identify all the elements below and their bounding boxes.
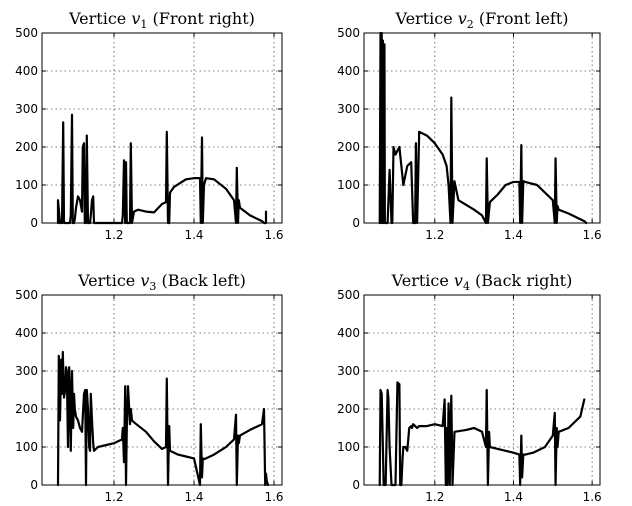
axes-frame — [363, 32, 601, 224]
chart-panel-2: 1.2 1.4 1.6 0 100 200 300 400 500 Vertice v2 (Fro… — [337, 9, 602, 242]
series-line — [56, 350, 270, 487]
x-tick-label: 1.4 — [504, 490, 523, 504]
y-tick-label: 100 — [337, 440, 360, 454]
y-tick-label: 200 — [337, 402, 360, 416]
series-line — [56, 113, 268, 225]
title-suffix: (Front left) — [474, 9, 569, 28]
chart-panel-3: 1.2 1.4 1.6 0 100 200 300 400 500 Vertice v3 (Bac… — [15, 271, 283, 504]
y-tick-label: 100 — [337, 178, 360, 192]
y-tick-label: 300 — [15, 102, 38, 116]
y-tick-label: 200 — [337, 140, 360, 154]
x-tick-label: 1.4 — [504, 228, 523, 242]
y-tick-label: 300 — [15, 364, 38, 378]
title-variable: v — [131, 9, 140, 28]
x-tick-label: 1.2 — [104, 490, 123, 504]
y-tick-label: 500 — [15, 26, 38, 40]
y-tick-label: 200 — [15, 402, 38, 416]
x-tick-label: 1.6 — [264, 228, 283, 242]
title-prefix: Vertice — [68, 9, 131, 28]
y-tick-label: 500 — [15, 288, 38, 302]
x-tick-label: 1.6 — [583, 490, 602, 504]
title-prefix: Vertice — [394, 9, 457, 28]
panel-title: Vertice v1 (Front right) — [68, 9, 255, 31]
chart-panel-1: 1.2 1.4 1.6 0 100 200 300 400 500 Vertice v1 (Fro… — [15, 9, 283, 242]
title-subscript: 4 — [463, 280, 470, 293]
title-prefix: Vertice — [77, 271, 140, 290]
panel-title: Vertice v3 (Back left) — [77, 271, 246, 293]
y-tick-label: 0 — [352, 478, 360, 492]
title-subscript: 1 — [140, 18, 147, 31]
y-tick-label: 400 — [337, 64, 360, 78]
y-tick-label: 400 — [15, 64, 38, 78]
axes-frame — [41, 32, 283, 224]
title-variable: v — [454, 271, 463, 290]
x-tick-label: 1.4 — [184, 228, 203, 242]
title-suffix: (Back right) — [470, 271, 572, 290]
x-tick-label: 1.6 — [264, 490, 283, 504]
series-line — [378, 381, 586, 487]
title-variable: v — [458, 9, 467, 28]
y-tick-label: 500 — [337, 26, 360, 40]
y-tick-label: 100 — [15, 178, 38, 192]
panel-title: Vertice v4 (Back right) — [391, 271, 573, 293]
y-tick-label: 300 — [337, 364, 360, 378]
chart-panel-4: 1.2 1.4 1.6 0 100 200 300 400 500 Vertice v4 (Bac… — [337, 271, 602, 504]
x-tick-label: 1.2 — [425, 490, 444, 504]
y-tick-label: 0 — [30, 478, 38, 492]
y-tick-label: 400 — [15, 326, 38, 340]
y-tick-label: 300 — [337, 102, 360, 116]
y-tick-label: 100 — [15, 440, 38, 454]
title-prefix: Vertice — [391, 271, 454, 290]
y-tick-label: 200 — [15, 140, 38, 154]
title-subscript: 3 — [149, 280, 156, 293]
x-tick-label: 1.2 — [104, 228, 123, 242]
y-tick-label: 0 — [30, 216, 38, 230]
y-tick-label: 0 — [352, 216, 360, 230]
title-variable: v — [140, 271, 149, 290]
x-tick-label: 1.6 — [583, 228, 602, 242]
title-suffix: (Back left) — [156, 271, 246, 290]
y-tick-label: 500 — [337, 288, 360, 302]
panel-title: Vertice v2 (Front left) — [394, 9, 568, 31]
title-subscript: 2 — [467, 18, 474, 31]
axes-frame — [41, 294, 283, 486]
title-suffix: (Front right) — [147, 9, 255, 28]
series-line — [378, 31, 588, 225]
x-tick-label: 1.2 — [425, 228, 444, 242]
y-tick-label: 400 — [337, 326, 360, 340]
x-tick-label: 1.4 — [184, 490, 203, 504]
axes-frame — [363, 294, 601, 486]
